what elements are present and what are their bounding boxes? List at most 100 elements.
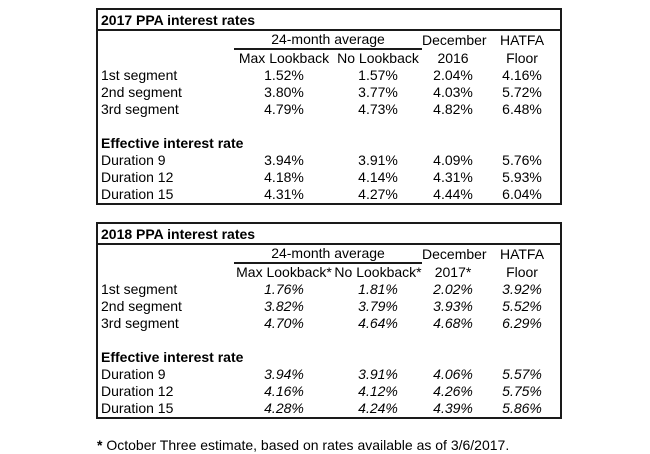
footnote-asterisk: * bbox=[97, 437, 103, 453]
table-row: Duration 15 4.31% 4.27% 4.44% 6.04% bbox=[98, 186, 560, 203]
table-row: 1st segment 1.52% 1.57% 2.04% 4.16% bbox=[98, 67, 560, 84]
cell-value: 1.81% bbox=[358, 281, 398, 297]
cell-value: 4.31% bbox=[433, 169, 473, 185]
spacer-cell bbox=[98, 49, 234, 67]
header-row-group: 24-month average December HATFA bbox=[98, 245, 560, 264]
cell-value: 3.94% bbox=[264, 152, 304, 168]
cell-value: 4.64% bbox=[358, 315, 398, 331]
header-row-group: 24-month average December HATFA bbox=[98, 31, 560, 50]
cell-value: 4.79% bbox=[264, 101, 304, 117]
cell-value: 2.02% bbox=[433, 281, 473, 297]
cell-value: 5.93% bbox=[502, 169, 542, 185]
row-label: 3rd segment bbox=[101, 101, 179, 117]
cell-value: 3.94% bbox=[264, 366, 304, 382]
cell-value: 4.24% bbox=[358, 400, 398, 416]
table-row: 1st segment 1.76% 1.81% 2.02% 3.92% bbox=[98, 281, 560, 298]
ppa-table-2018: 2018 PPA interest rates 24-month average… bbox=[96, 222, 562, 419]
cell-value: 3.82% bbox=[264, 298, 304, 314]
table-body: 1st segment 1.76% 1.81% 2.02% 3.92% 2nd segme… bbox=[98, 281, 560, 417]
row-label: Duration 9 bbox=[101, 152, 166, 168]
section-label: Effective interest rate bbox=[101, 135, 244, 151]
table-row: 2nd segment 3.80% 3.77% 4.03% 5.72% bbox=[98, 84, 560, 101]
table-title-2018: 2018 PPA interest rates bbox=[98, 224, 560, 245]
spacer-cell bbox=[98, 245, 234, 263]
cell-value: 4.06% bbox=[433, 366, 473, 382]
cell-value: 4.18% bbox=[264, 169, 304, 185]
row-label: 3rd segment bbox=[101, 315, 179, 331]
cell-value: 3.91% bbox=[358, 152, 398, 168]
cell-value: 4.26% bbox=[433, 383, 473, 399]
header-row-sub: Max Lookback No Lookback 2016 Floor bbox=[98, 49, 560, 67]
group-header-24-month-average: 24-month average bbox=[234, 245, 423, 264]
cell-value: 4.28% bbox=[264, 400, 304, 416]
cell-value: 4.70% bbox=[264, 315, 304, 331]
rates-table-2017: 24-month average December HATFA Max Look… bbox=[98, 31, 560, 203]
cell-value: 1.52% bbox=[264, 67, 304, 83]
cell-value: 4.27% bbox=[358, 186, 398, 202]
header-hatfa: HATFA bbox=[499, 245, 545, 262]
spacer-cell bbox=[98, 31, 234, 49]
rates-table-2018: 24-month average December HATFA Max Look… bbox=[98, 245, 560, 417]
blank-cell bbox=[98, 118, 560, 135]
table-row: Duration 9 3.94% 3.91% 4.06% 5.57% bbox=[98, 366, 560, 383]
header-no-lookback: No Lookback bbox=[337, 50, 419, 66]
cell-value: 1.57% bbox=[358, 67, 398, 83]
blank-row bbox=[98, 332, 560, 349]
table-title-2017: 2017 PPA interest rates bbox=[98, 10, 560, 31]
cell-value: 5.57% bbox=[502, 366, 542, 382]
section-label: Effective interest rate bbox=[101, 349, 244, 365]
row-label: 1st segment bbox=[101, 281, 178, 297]
cell-value: 4.16% bbox=[502, 67, 542, 83]
row-label: 2nd segment bbox=[101, 84, 182, 100]
cell-value: 4.12% bbox=[358, 383, 398, 399]
table-row: 3rd segment 4.79% 4.73% 4.82% 6.48% bbox=[98, 101, 560, 118]
table-row: Duration 15 4.28% 4.24% 4.39% 5.86% bbox=[98, 400, 560, 417]
cell-value: 4.39% bbox=[433, 400, 473, 416]
table-body: 1st segment 1.52% 1.57% 2.04% 4.16% 2nd segme… bbox=[98, 67, 560, 203]
table-row: Duration 12 4.18% 4.14% 4.31% 5.93% bbox=[98, 169, 560, 186]
cell-value: 6.48% bbox=[502, 101, 542, 117]
header-max-lookback: Max Lookback bbox=[238, 50, 330, 66]
blank-row bbox=[98, 118, 560, 135]
header-hatfa: HATFA bbox=[499, 31, 545, 48]
blank-cell bbox=[98, 332, 560, 349]
table-row: Duration 12 4.16% 4.12% 4.26% 5.75% bbox=[98, 383, 560, 400]
cell-value: 4.31% bbox=[264, 186, 304, 202]
header-year: 2017* bbox=[434, 263, 472, 280]
group-header-24-month-average: 24-month average bbox=[234, 31, 423, 50]
row-label: Duration 9 bbox=[101, 366, 166, 382]
cell-value: 6.29% bbox=[502, 315, 542, 331]
row-label: 2nd segment bbox=[101, 298, 182, 314]
footnote-text: October Three estimate, based on rates a… bbox=[106, 437, 510, 453]
cell-value: 3.93% bbox=[433, 298, 473, 314]
cell-value: 5.52% bbox=[502, 298, 542, 314]
table-row: Duration 9 3.94% 3.91% 4.09% 5.76% bbox=[98, 152, 560, 169]
cell-value: 5.75% bbox=[502, 383, 542, 399]
row-label: Duration 15 bbox=[101, 186, 174, 202]
cell-value: 4.68% bbox=[433, 315, 473, 331]
table-row: 2nd segment 3.82% 3.79% 3.93% 5.52% bbox=[98, 298, 560, 315]
header-december: December bbox=[422, 245, 487, 262]
header-no-lookback: No Lookback* bbox=[334, 264, 422, 280]
cell-value: 4.03% bbox=[433, 84, 473, 100]
cell-value: 4.09% bbox=[433, 152, 473, 168]
row-label: 1st segment bbox=[101, 67, 178, 83]
cell-value: 2.04% bbox=[433, 67, 473, 83]
cell-value: 4.44% bbox=[433, 186, 473, 202]
row-label: Duration 12 bbox=[101, 169, 174, 185]
cell-value: 4.73% bbox=[358, 101, 398, 117]
cell-value: 3.91% bbox=[358, 366, 398, 382]
cell-value: 3.92% bbox=[502, 281, 542, 297]
section-row: Effective interest rate bbox=[98, 349, 560, 366]
row-label: Duration 12 bbox=[101, 383, 174, 399]
ppa-table-2017: 2017 PPA interest rates 24-month average… bbox=[96, 8, 562, 205]
row-label: Duration 15 bbox=[101, 400, 174, 416]
header-floor: Floor bbox=[506, 49, 538, 66]
cell-value: 5.86% bbox=[502, 400, 542, 416]
spacer-cell bbox=[98, 263, 234, 281]
header-floor: Floor bbox=[506, 263, 538, 280]
header-max-lookback: Max Lookback* bbox=[236, 264, 332, 280]
header-year: 2016 bbox=[437, 49, 469, 66]
cell-value: 4.82% bbox=[433, 101, 473, 117]
cell-value: 6.04% bbox=[502, 186, 542, 202]
